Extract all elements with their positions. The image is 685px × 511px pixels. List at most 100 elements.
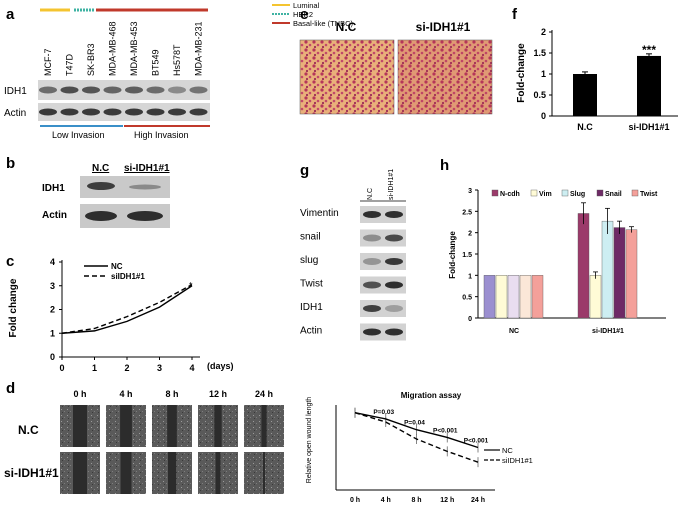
- panel-f-label: f: [512, 6, 518, 23]
- actin-band: [60, 108, 79, 116]
- blot-a-row-actin: Actin: [4, 108, 26, 119]
- c-ytick-label: 3: [50, 281, 55, 291]
- wound-timepoint-label: 0 h: [73, 389, 86, 399]
- blot-b-actin-band-nc: [85, 211, 117, 221]
- c-series-nc-line: [61, 285, 193, 334]
- mig-xtick-label: 8 h: [411, 497, 421, 504]
- panel-b: b N.C si-IDH1#1 IDH1 Actin: [6, 155, 170, 228]
- f-ytick-label: 1: [541, 69, 546, 79]
- wound-gap: [73, 452, 87, 494]
- idh1-band: [82, 86, 100, 94]
- c-legend-nc: NC: [111, 262, 123, 271]
- wound-gap: [167, 405, 177, 447]
- g-blot-strip: [360, 206, 406, 223]
- idh1-band: [189, 86, 208, 94]
- mig-pvalue: P=0.03: [373, 409, 394, 416]
- h-legend-swatch: [596, 189, 604, 197]
- c-xtick-label: 1: [92, 363, 97, 373]
- mig-xtick-label: 24 h: [471, 497, 485, 504]
- c-xtick-label: 4: [189, 363, 194, 373]
- f-ytick-label: 0.5: [533, 90, 546, 100]
- blot-b-row-actin: Actin: [42, 210, 67, 221]
- mig-legend-si: siIDH1#1: [502, 456, 533, 465]
- h-bar: [495, 275, 508, 319]
- mig-xtick-label: 0 h: [350, 497, 360, 504]
- c-ytick-label: 2: [50, 305, 55, 315]
- panel-a: a Luminal HER2 Basal-like (TNBC) MCF-7 T4…: [4, 1, 354, 140]
- h-legend-swatch: [561, 189, 569, 197]
- h-bar: [531, 275, 544, 319]
- actin-band: [189, 108, 208, 116]
- mig-xtick-label: 12 h: [440, 497, 454, 504]
- h-ytick-label: 1.5: [462, 252, 472, 259]
- legend-her2: HER2: [293, 10, 313, 19]
- f-ytick-label: 1.5: [533, 48, 546, 58]
- h-bar: [589, 275, 602, 319]
- mig-xtick-label: 4 h: [381, 497, 391, 504]
- h-ytick-label: 0.5: [462, 295, 472, 302]
- panel-h-label: h: [440, 157, 449, 174]
- h-xtick-label: si-IDH1#1: [592, 328, 624, 335]
- c-series-si-line: [61, 283, 193, 334]
- legend-tnbc: Basal-like (TNBC): [293, 19, 354, 28]
- actin-band: [168, 108, 186, 116]
- f-ylabel: Fold-change: [516, 43, 527, 103]
- g-band-si: [385, 281, 403, 289]
- h-bar: [577, 213, 590, 319]
- legend-luminal: Luminal: [293, 1, 320, 10]
- h-xtick-label: NC: [509, 328, 519, 335]
- g-blot-strip: [360, 323, 406, 341]
- h-legend-label: Vim: [539, 191, 552, 198]
- g-band-si: [385, 328, 403, 336]
- g-band-nc: [363, 281, 381, 289]
- h-legend-swatch: [631, 189, 639, 197]
- g-band-nc: [363, 258, 381, 265]
- cell-line-label: SK-BR3: [86, 43, 96, 76]
- wound-gap: [263, 452, 265, 494]
- mig-pvalue: P=0.04: [404, 420, 425, 427]
- cell-line-label: MDA-MB-231: [194, 21, 204, 76]
- h-legend-label: Slug: [570, 191, 585, 198]
- c-legend-si: siIDH1#1: [111, 272, 145, 281]
- blot-b-col-si: si-IDH1#1: [124, 163, 170, 174]
- g-band-nc: [363, 234, 381, 242]
- wound-gap: [261, 405, 267, 447]
- cell-line-label: MCF-7: [43, 49, 53, 77]
- f-xtick-label: N.C: [577, 122, 593, 132]
- idh1-band: [146, 86, 165, 94]
- h-ytick-label: 0: [468, 316, 472, 323]
- wound-timepoint-label: 4 h: [119, 389, 132, 399]
- h-ytick-label: 3: [468, 188, 472, 195]
- wound-gap: [120, 452, 132, 494]
- f-ytick-label: 0: [541, 111, 546, 121]
- c-ytick-label: 1: [50, 328, 55, 338]
- h-bar: [601, 220, 614, 319]
- g-col-nc: N.C: [367, 188, 374, 200]
- g-blot-strip: [360, 253, 406, 270]
- cell-line-label: Hs578T: [172, 44, 182, 76]
- g-row-label: Twist: [300, 279, 323, 290]
- mig-pvalue: P<0.001: [433, 427, 458, 434]
- idh1-band: [125, 86, 143, 94]
- h-bar: [519, 275, 532, 319]
- f-significance: ***: [642, 43, 656, 57]
- panel-e: e N.C si-IDH1#1: [299, 6, 493, 115]
- transwell-image-si: [397, 39, 493, 115]
- actin-band: [146, 108, 165, 116]
- wound-gap: [214, 405, 222, 447]
- wound-timepoint-label: 24 h: [255, 389, 273, 399]
- idh1-band: [39, 86, 57, 94]
- h-legend-label: N-cdh: [500, 191, 520, 198]
- cell-line-label: T47D: [65, 53, 75, 76]
- g-band-nc: [363, 211, 381, 218]
- mig-series-si-line: [354, 412, 479, 463]
- e-col-nc: N.C: [336, 20, 357, 34]
- wound-gap: [215, 452, 221, 494]
- f-xtick-label: si-IDH1#1: [628, 122, 669, 132]
- idh1-band: [168, 86, 186, 94]
- g-band-nc: [363, 305, 381, 312]
- h-legend-swatch: [491, 189, 499, 197]
- g-band-nc: [363, 328, 381, 336]
- transwell-image-nc: [299, 39, 395, 115]
